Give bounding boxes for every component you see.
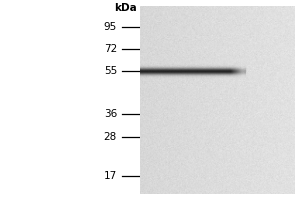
Text: 72: 72 (104, 44, 117, 54)
Text: kDa: kDa (114, 3, 136, 13)
Text: 55: 55 (104, 66, 117, 76)
Text: 95: 95 (104, 22, 117, 32)
Text: 36: 36 (104, 109, 117, 119)
Text: 17: 17 (104, 171, 117, 181)
Text: 28: 28 (104, 132, 117, 142)
